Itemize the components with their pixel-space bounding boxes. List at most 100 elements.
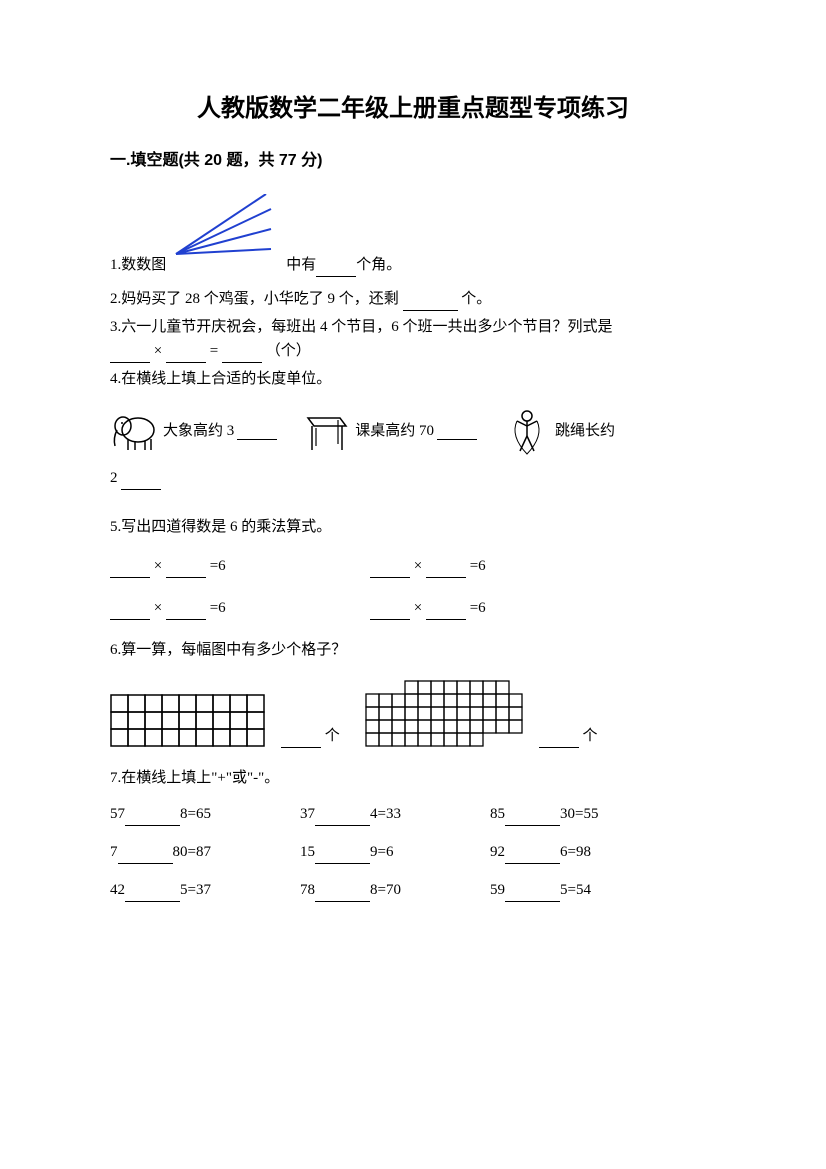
q4-item1-label: 大象高约 3	[163, 419, 234, 443]
q5-blank[interactable]	[370, 560, 410, 578]
q5-blank[interactable]	[370, 602, 410, 620]
q7-operand-a: 37	[300, 806, 315, 822]
q5-grid: × =6 × =6 × =6 × =6	[110, 554, 716, 620]
question-5: 5.写出四道得数是 6 的乘法算式。	[110, 515, 716, 539]
q7-text: 7.在横线上填上"+"或"-"。	[110, 770, 279, 786]
q4-blank-2[interactable]	[437, 422, 477, 440]
question-1: 1.数数图 中有 个角。	[110, 194, 716, 277]
q5-mult: ×	[154, 600, 162, 616]
q2-text-a: 2.妈妈买了 28 个鸡蛋，小华吃了 9 个，还剩	[110, 291, 399, 307]
q6-blank-2[interactable]	[539, 730, 579, 748]
q2-text-b: 个。	[461, 291, 491, 307]
q7-operand-b: 6=98	[560, 844, 591, 860]
jump-rope-icon	[502, 406, 552, 456]
q7-operand-b: 5=54	[560, 882, 591, 898]
q7-operator-blank[interactable]	[125, 808, 180, 826]
q5-cell: × =6	[110, 554, 370, 578]
q7-cell: 57 8=65	[110, 802, 300, 826]
q6-ge-2: 个	[583, 728, 598, 744]
q7-grid: 578=65374=338530=55780=87159=6926=98425=…	[110, 802, 716, 902]
q7-operand-b: 5=37	[180, 882, 211, 898]
question-7: 7.在横线上填上"+"或"-"。	[110, 766, 716, 790]
q5-mult: ×	[414, 600, 422, 616]
q7-operand-a: 92	[490, 844, 505, 860]
q3-blank-2[interactable]	[166, 345, 206, 363]
page-title: 人教版数学二年级上册重点题型专项练习	[110, 90, 716, 128]
q5-cell: × =6	[370, 596, 630, 620]
grid-figure-2	[365, 680, 524, 748]
q1-prefix: 1.数数图	[110, 253, 166, 277]
q7-cell: 42 5=37	[110, 878, 300, 902]
q7-operand-a: 15	[300, 844, 315, 860]
q7-operand-b: 8=65	[180, 806, 211, 822]
question-2: 2.妈妈买了 28 个鸡蛋，小华吃了 9 个，还剩 个。	[110, 287, 716, 311]
q5-blank[interactable]	[110, 602, 150, 620]
question-3: 3.六一儿童节开庆祝会，每班出 4 个节目，6 个班一共出多少个节目？列式是 ×…	[110, 315, 716, 363]
q4-blank-3[interactable]	[121, 472, 161, 490]
q7-operand-a: 7	[110, 844, 118, 860]
angle-figure	[171, 194, 281, 277]
q7-operand-a: 78	[300, 882, 315, 898]
q5-eq6: =6	[470, 558, 486, 574]
desk-icon	[302, 406, 352, 456]
q3-mult: ×	[154, 343, 162, 359]
q3-blank-3[interactable]	[222, 345, 262, 363]
q5-blank[interactable]	[166, 602, 206, 620]
q7-operand-a: 57	[110, 806, 125, 822]
q4-item-desk: 课桌高约 70	[302, 406, 477, 456]
q4-two: 2	[110, 470, 118, 486]
q7-operand-b: 4=33	[370, 806, 401, 822]
q5-cell: × =6	[370, 554, 630, 578]
q4-items: 大象高约 3 课桌高约 70	[110, 406, 716, 456]
q5-cell: × =6	[110, 596, 370, 620]
q7-operand-b: 30=55	[560, 806, 598, 822]
q7-operator-blank[interactable]	[505, 808, 560, 826]
q7-operator-blank[interactable]	[505, 884, 560, 902]
q7-operator-blank[interactable]	[118, 846, 173, 864]
q7-operator-blank[interactable]	[315, 808, 370, 826]
q3-blank-1[interactable]	[110, 345, 150, 363]
q7-cell: 7 80=87	[110, 840, 300, 864]
q5-mult: ×	[414, 558, 422, 574]
q7-cell: 37 4=33	[300, 802, 490, 826]
question-6: 6.算一算，每幅图中有多少个格子？	[110, 638, 716, 662]
q4-line2: 2	[110, 466, 716, 490]
q7-operator-blank[interactable]	[505, 846, 560, 864]
q5-mult: ×	[154, 558, 162, 574]
q5-blank[interactable]	[426, 560, 466, 578]
q7-operand-a: 59	[490, 882, 505, 898]
q7-operand-b: 80=87	[173, 844, 211, 860]
q6-ge-1: 个	[325, 728, 340, 744]
q1-blank[interactable]	[316, 259, 356, 277]
q2-blank[interactable]	[403, 293, 458, 311]
q5-blank[interactable]	[110, 560, 150, 578]
q7-operator-blank[interactable]	[315, 846, 370, 864]
q4-blank-1[interactable]	[237, 422, 277, 440]
q5-blank[interactable]	[166, 560, 206, 578]
q5-text: 5.写出四道得数是 6 的乘法算式。	[110, 519, 331, 535]
question-4: 4.在横线上填上合适的长度单位。	[110, 367, 716, 391]
q6-text: 6.算一算，每幅图中有多少个格子？	[110, 642, 346, 658]
q6-grids: 个 个	[110, 680, 716, 748]
grid-figure-1	[110, 694, 266, 748]
q1-suffix2: 个角。	[356, 253, 401, 277]
q7-cell: 59 5=54	[490, 878, 680, 902]
q4-item2-label: 课桌高约 70	[355, 419, 434, 443]
q7-cell: 788=70	[300, 878, 490, 902]
q4-text: 4.在横线上填上合适的长度单位。	[110, 371, 331, 387]
q7-operator-blank[interactable]	[125, 884, 180, 902]
q7-cell: 92 6=98	[490, 840, 680, 864]
q3-eq: =	[210, 343, 218, 359]
q1-suffix1: 中有	[286, 253, 316, 277]
q7-operand-b: 9=6	[370, 844, 393, 860]
q3-text-a: 3.六一儿童节开庆祝会，每班出 4 个节目，6 个班一共出多少个节目？列式是	[110, 319, 613, 335]
q5-blank[interactable]	[426, 602, 466, 620]
q4-item3-label: 跳绳长约	[555, 419, 615, 443]
q7-operand-a: 42	[110, 882, 125, 898]
q5-eq6: =6	[470, 600, 486, 616]
q7-operator-blank[interactable]	[315, 884, 370, 902]
elephant-icon	[110, 406, 160, 456]
q6-blank-1[interactable]	[281, 730, 321, 748]
q4-item-rope: 跳绳长约	[502, 406, 615, 456]
q5-eq6: =6	[210, 600, 226, 616]
